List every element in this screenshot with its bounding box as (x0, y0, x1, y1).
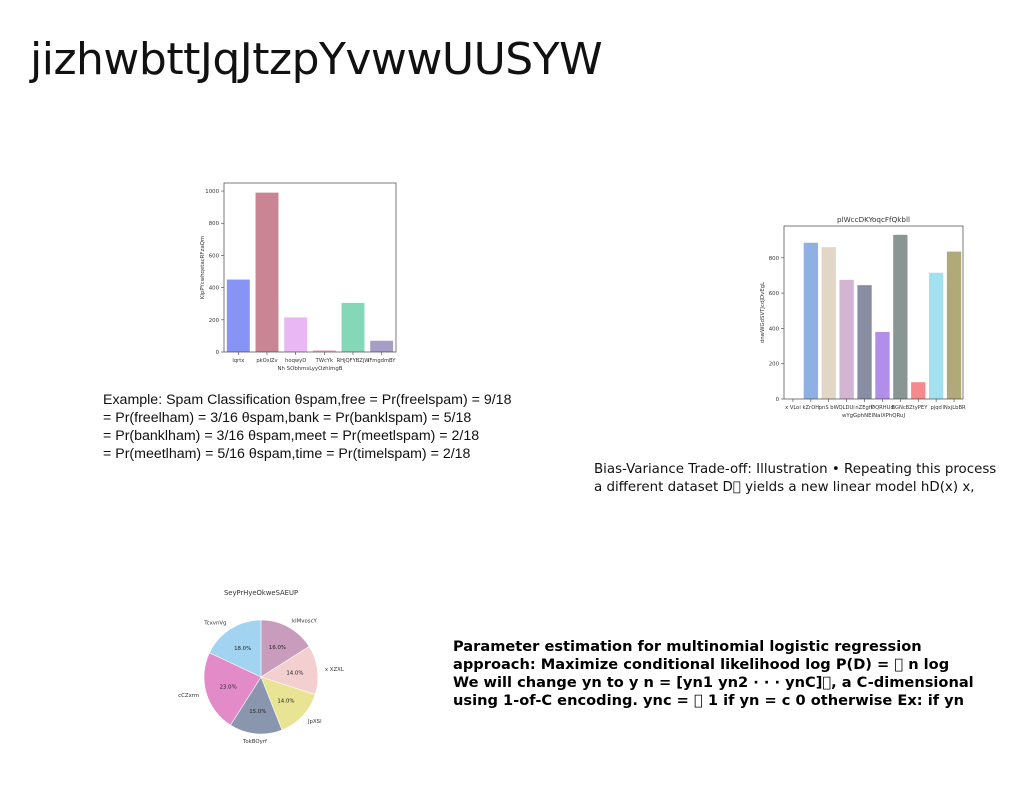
x-tick-label: pjqd (930, 405, 941, 411)
pie-slice (230, 676, 283, 735)
bar (370, 340, 394, 352)
bar-chart-1: 0 200 400 600 800 1000 lqrtx pkOsIZv hoqwyD TWcYk… (200, 182, 397, 372)
param-line-2: approach: Maximize conditional likelihoo… (453, 656, 950, 673)
bar-chart-2: plWccDKYoqcFfQkbll 0 200 400 600 800 x VLoi kZr… (760, 215, 966, 419)
bar (946, 251, 962, 399)
pie-slice (209, 619, 262, 678)
bar (857, 285, 872, 399)
param-line-4: using 1-of-C encoding. ync = 􏰂 1 if yn =… (453, 692, 965, 709)
pie-category-label: cCZxrm (178, 693, 199, 699)
x-tick-label: lFmgdmBY (368, 358, 396, 364)
x-tick-label: DQRHUd (871, 405, 894, 411)
y-axis-label: KlpPYcwhqetacRFzaQm (200, 236, 206, 299)
pie-percent-label: 23.0% (220, 685, 237, 691)
plot-frame (223, 182, 397, 353)
x-tick-label: nZEgfP (855, 405, 873, 411)
param-line-1: Parameter estimation for multinomial log… (453, 638, 922, 655)
bar (803, 242, 819, 399)
pie-percent-label: 15.0% (249, 709, 266, 715)
bar (226, 279, 250, 352)
pie-category-label: klMvoscY (292, 619, 318, 625)
chart-title: SeyPrHyeOkweSAEUP (224, 589, 298, 597)
spam-line-3: = Pr(banklham) = 3/16 θspam,meet = Pr(me… (103, 428, 480, 444)
y-tick-label: 1000 (205, 189, 219, 195)
bar (821, 247, 836, 399)
bar (928, 272, 944, 399)
pie-slice (203, 652, 262, 726)
bar (284, 317, 308, 352)
spam-line-2: = Pr(freelham) = 3/16 θspam,bank = Pr(ba… (103, 410, 472, 426)
spam-line-4: = Pr(meetlham) = 5/16 θspam,time = Pr(ti… (103, 446, 471, 462)
slide-title: jizhwbttJqJtzpYvwwUUSYW (30, 34, 603, 85)
bar (875, 331, 890, 399)
x-tick-label: lNxjLbBR (942, 405, 966, 411)
x-tick-label: RHjQFYBZjW (337, 358, 370, 364)
bar (255, 192, 279, 352)
pie-category-label: TcxvnVg (203, 621, 226, 627)
pie-percent-label: 14.0% (277, 698, 294, 704)
pie-category-label: TokBOyrf (242, 739, 267, 745)
x-axis-label: Nh SObhmsLyyOzhlmgB (278, 366, 343, 372)
pie-chart: SeyPrHyeOkweSAEUP 16.0% klMvoscY 14.0% x XZX… (178, 589, 344, 745)
parameter-estimation-text: Parameter estimation for multinomial log… (453, 638, 974, 710)
bias-line-2: a different dataset D􏰅 yields a new line… (594, 480, 975, 495)
x-tick-label: pkOsIZv (256, 358, 277, 364)
spam-example-text: Example: Spam Classification θspam,free … (103, 391, 511, 463)
y-tick-label: 800 (769, 256, 780, 262)
pie-percent-label: 14.0% (286, 671, 303, 677)
pie-category-label: x XZXL (325, 667, 344, 673)
bar (911, 382, 926, 399)
x-tick-label: ZtyPEY (909, 405, 928, 411)
y-tick-label: 600 (209, 253, 220, 259)
pie-slice (260, 619, 310, 678)
y-axis-label: dnwWGdSVTJcdJDvEgL (760, 282, 766, 343)
bar (312, 350, 336, 352)
y-tick-label: 600 (769, 291, 780, 297)
x-tick-label: lqrtx (232, 358, 244, 364)
y-tick-label: 200 (769, 362, 780, 368)
x-tick-label: pnS bW (819, 405, 839, 411)
y-tick-label: 400 (769, 326, 780, 332)
y-tick-label: 0 (216, 350, 220, 356)
bias-line-1: Bias-Variance Trade-off: Illustration • … (594, 462, 997, 477)
pie-percent-label: 18.0% (234, 646, 251, 652)
x-tick-label: BGNcB (891, 405, 909, 411)
bar (893, 234, 908, 399)
bar (341, 302, 365, 352)
chart-title: plWccDKYoqcFfQkbll (837, 215, 910, 224)
y-tick-label: 800 (209, 221, 220, 227)
x-tick-label: kZrOH (803, 405, 820, 411)
x-tick-label: TWcYk (315, 358, 333, 364)
pie-percent-label: 16.0% (269, 645, 286, 651)
y-tick-label: 0 (776, 397, 780, 403)
x-tick-label: hoqwyD (285, 358, 306, 364)
y-tick-label: 400 (209, 286, 220, 292)
x-tick-label: x VLoi (785, 405, 801, 411)
bar (839, 279, 854, 399)
spam-line-1: Example: Spam Classification θspam,free … (103, 392, 512, 408)
plot-frame (783, 225, 964, 400)
param-line-3: We will change yn to y n = [yn1 yn2 · · … (453, 674, 974, 691)
bias-variance-text: Bias-Variance Trade-off: Illustration • … (594, 461, 996, 497)
x-axis-label: wYgGphNEINalXPhQRuJ (842, 413, 906, 419)
x-tick-label: QLDUi (839, 405, 855, 411)
y-tick-label: 200 (209, 318, 220, 324)
pie-category-label: JpXSl (307, 719, 322, 725)
